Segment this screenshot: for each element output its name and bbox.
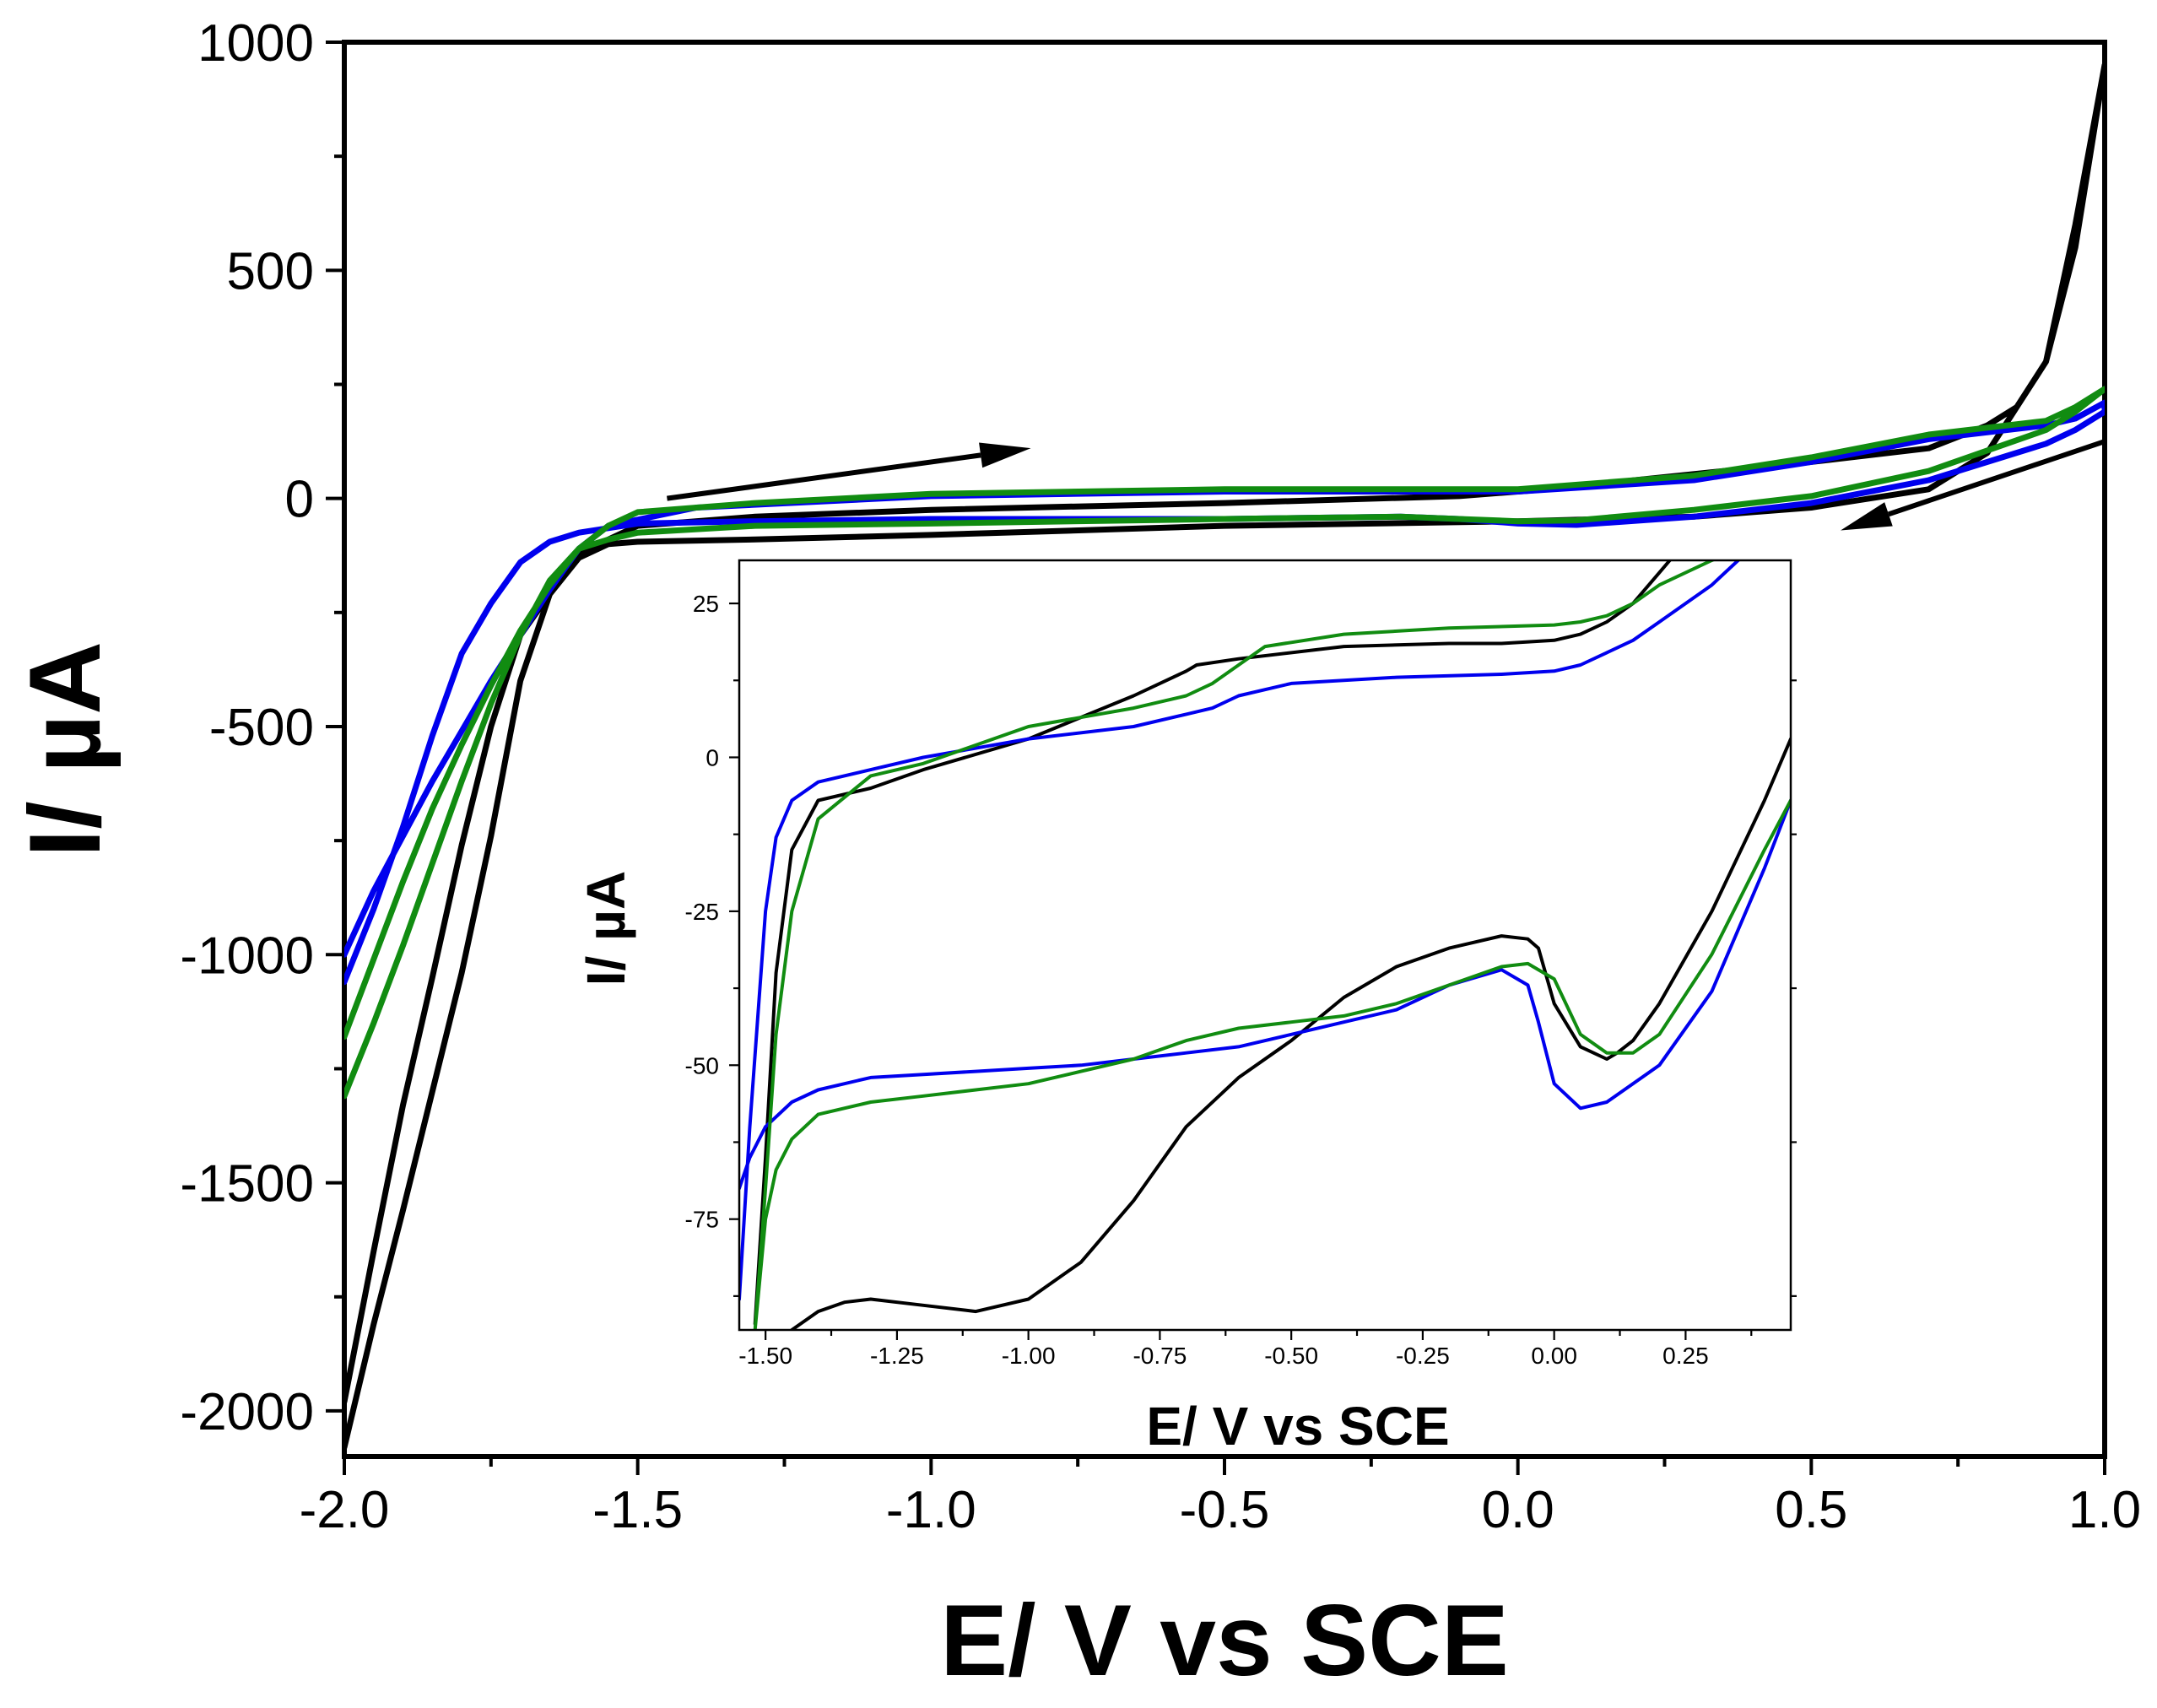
inset-x-tick-label: -0.75 <box>1133 1343 1187 1369</box>
main-y-tick-label: 0 <box>285 471 314 529</box>
inset-x-tick-label: -1.25 <box>870 1343 924 1369</box>
main-x-tick-label: -2.0 <box>300 1481 390 1539</box>
main-y-tick-label: -1000 <box>180 927 314 985</box>
scan-arrow-shaft-1 <box>667 452 981 501</box>
main-x-tick-label: 0.5 <box>1775 1481 1847 1539</box>
inset-plot-frame <box>738 559 1792 1332</box>
inset-axis-ticks: -1.50 -1.25 -1.00 -0.75 -0.50 -0.25 0.00 0.25 25… <box>685 591 1797 1369</box>
main-y-tick-label: 1000 <box>197 14 314 73</box>
main-series-group <box>344 62 2105 1451</box>
main-series-line-3 <box>344 386 2105 1100</box>
inset-series-group <box>739 560 1791 1330</box>
inset-x-tick-label: -1.00 <box>1002 1343 1056 1369</box>
main-axis-ticks: -2.0 -1.5 -1.0 -0.5 0.0 0.5 1.010005000-500-10… <box>180 14 2141 1539</box>
scan-arrow-shaft-2 <box>1888 439 2106 517</box>
inset-x-tick-label: 0.00 <box>1531 1343 1577 1369</box>
main-x-tick-label: 0.0 <box>1482 1481 1554 1539</box>
inset-series-line-3 <box>753 560 1791 1330</box>
main-x-axis-label: E/ V vs SCE <box>940 1584 1509 1697</box>
inset-y-tick-label: -50 <box>685 1052 719 1078</box>
main-x-tick-label: -0.5 <box>1180 1481 1270 1539</box>
inset-x-tick-label: -0.50 <box>1264 1343 1318 1369</box>
inset-x-tick-label: 0.25 <box>1662 1343 1709 1369</box>
scan-arrow-head-1 <box>979 442 1031 468</box>
inset-series-line-1 <box>753 560 1791 1330</box>
inset-y-axis-label: I/ µA <box>576 871 636 986</box>
main-y-tick-label: -500 <box>209 699 314 757</box>
inset-y-tick-label: 25 <box>693 591 719 617</box>
main-chart: -2.0 -1.5 -1.0 -0.5 0.0 0.5 1.010005000-500-10… <box>8 14 2141 1697</box>
inset-y-tick-label: -25 <box>685 899 719 925</box>
main-x-tick-label: -1.0 <box>886 1481 976 1539</box>
inset-x-axis-label: E/ V vs SCE <box>1146 1396 1449 1457</box>
scan-arrow-head-2 <box>1841 502 1893 531</box>
main-y-axis-label: I/ µA <box>8 641 122 857</box>
inset-series-line-2 <box>739 560 1791 1301</box>
inset-x-tick-label: -0.25 <box>1396 1343 1450 1369</box>
main-y-tick-label: -2000 <box>180 1383 314 1441</box>
main-y-tick-label: -1500 <box>180 1155 314 1213</box>
inset-x-tick-label: -1.50 <box>738 1343 792 1369</box>
main-y-tick-label: 500 <box>227 242 314 300</box>
inset-y-tick-label: -75 <box>685 1207 719 1233</box>
inset-y-tick-label: 0 <box>705 744 719 770</box>
main-x-tick-label: -1.5 <box>592 1481 683 1539</box>
inset-chart: -1.50 -1.25 -1.00 -0.75 -0.50 -0.25 0.00 0.25 25… <box>576 559 1797 1457</box>
inset-background <box>739 560 1791 1330</box>
main-x-tick-label: 1.0 <box>2068 1481 2141 1539</box>
scan-direction-arrows <box>667 439 2106 531</box>
